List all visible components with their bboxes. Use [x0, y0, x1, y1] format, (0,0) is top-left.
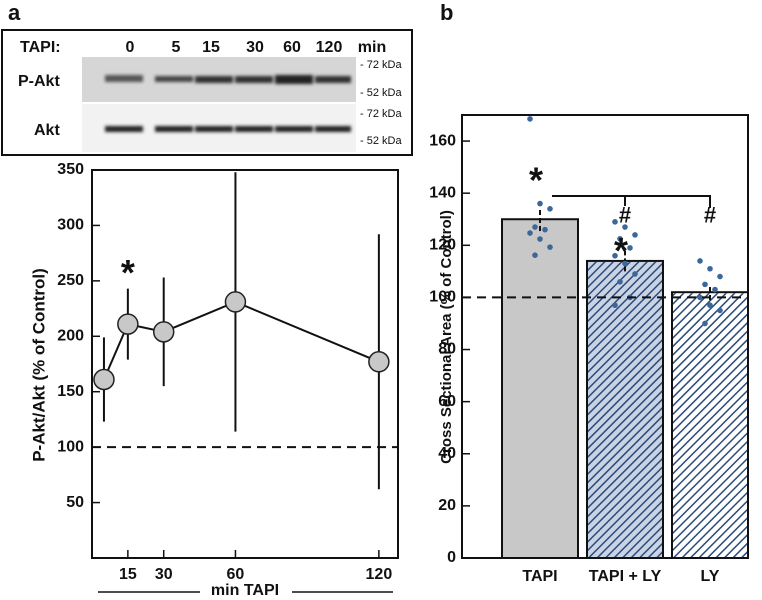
data-point: [707, 265, 713, 272]
data-point: [542, 226, 548, 233]
line: [103, 300, 380, 380]
data-point: [612, 219, 618, 225]
x-axis-label: min TAPI: [211, 582, 279, 599]
data-point: [547, 206, 553, 212]
panel-label: a: [8, 0, 21, 25]
data-point: [632, 271, 638, 277]
annotation: #: [704, 202, 716, 227]
y-tick-label: 20: [438, 497, 456, 514]
blot-lane-label: 60: [283, 39, 301, 56]
data-point: [612, 302, 618, 309]
data-point: [622, 260, 628, 267]
data-point: [617, 278, 623, 285]
y-tick-label: 150: [57, 383, 84, 400]
data-point: [632, 232, 638, 238]
y-tick-label: 0: [447, 549, 456, 566]
data-point: [697, 294, 703, 301]
x-tick-label: LY: [701, 568, 720, 585]
y-tick-label: 80: [438, 341, 456, 358]
y-tick-label: 300: [57, 217, 84, 234]
blot-lane-label: 30: [246, 39, 264, 56]
y-tick-label: 250: [57, 272, 84, 289]
panel-label: b: [440, 0, 453, 25]
blot-bands: [105, 75, 351, 132]
annotation: *: [529, 159, 543, 200]
point: [93, 368, 115, 391]
bar-hatch: [588, 261, 662, 557]
plot-frame: [91, 169, 399, 559]
plot-frame: [461, 114, 749, 559]
data-point: [527, 116, 533, 122]
point: [152, 321, 175, 343]
annotation: *: [121, 252, 135, 293]
blot-marker: - 52 kDa: [360, 135, 402, 147]
data-point: [532, 224, 538, 230]
data-point: [537, 236, 543, 242]
data-point: [707, 302, 713, 309]
data-point: [547, 244, 553, 250]
blot-marker: - 72 kDa: [360, 108, 402, 120]
x-tick-label: 15: [119, 566, 137, 583]
x-tick-label: TAPI: [522, 568, 557, 585]
significance-bracket: [552, 195, 711, 208]
data-point: [622, 224, 628, 230]
point: [368, 351, 390, 373]
blot-lane-label: 120: [316, 39, 343, 56]
bar: [501, 218, 579, 559]
annotation: *: [614, 230, 628, 271]
blot-lane-label: 0: [126, 39, 135, 56]
data-point: [717, 273, 723, 280]
data-point: [617, 235, 623, 242]
y-tick-label: 350: [57, 161, 84, 178]
annotation: #: [619, 202, 631, 227]
point: [224, 291, 247, 313]
y-tick-label: 160: [429, 132, 456, 149]
y-tick-label: 50: [66, 494, 84, 511]
blot-header: TAPI:: [20, 39, 61, 56]
y-tick-label: 120: [429, 237, 456, 254]
data-point: [702, 320, 708, 327]
data-point: [527, 230, 533, 236]
data-point: [537, 200, 543, 207]
blot-row-label: Akt: [34, 122, 60, 139]
bar-hatch: [673, 293, 747, 557]
y-tick-label: 200: [57, 328, 84, 345]
data-point: [702, 281, 708, 288]
blot-unit: min: [358, 39, 386, 56]
blot-lane-label: 5: [172, 39, 181, 56]
data-point: [697, 258, 703, 264]
blot-row-label: P-Akt: [18, 73, 60, 90]
y-tick-label: 100: [429, 289, 456, 306]
y-tick-label: 140: [429, 184, 456, 201]
data-point: [532, 252, 538, 258]
data-point: [612, 252, 618, 259]
y-axis-label: Cross Sectional Area (% of Control): [438, 210, 455, 464]
x-tick-label: 60: [227, 566, 245, 583]
y-axis-label: P-Akt/Akt (% of Control): [29, 268, 48, 462]
x-tick-label: TAPI + LY: [589, 568, 662, 585]
point: [117, 313, 139, 335]
data-point: [627, 245, 633, 251]
blot-marker: - 52 kDa: [360, 87, 402, 99]
y-tick-label: 40: [438, 445, 456, 462]
blot-marker: - 72 kDa: [360, 59, 402, 71]
blot-lane-label: 15: [202, 39, 220, 56]
data-point: [712, 286, 718, 293]
x-tick-label: 30: [155, 566, 173, 583]
x-tick-label: 120: [366, 566, 393, 583]
y-tick-label: 60: [438, 393, 456, 410]
y-tick-label: 100: [57, 438, 84, 455]
data-point: [717, 307, 723, 314]
